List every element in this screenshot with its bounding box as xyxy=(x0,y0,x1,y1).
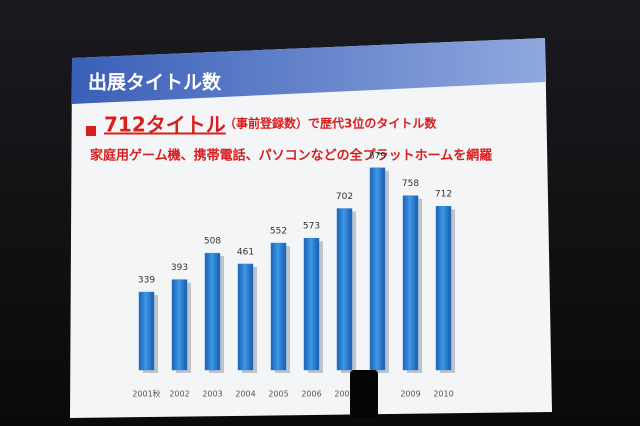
subtitle: 家庭用ゲーム機、携帯電話、パソコンなどの全プラットホームを網羅 xyxy=(90,148,492,164)
value-label: 339 xyxy=(138,276,155,286)
x-tick-label: 2001秋 xyxy=(132,389,160,399)
value-label: 712 xyxy=(435,190,452,200)
headline: 712タイトル xyxy=(104,113,226,137)
value-label: 552 xyxy=(270,227,287,237)
bar xyxy=(270,242,287,371)
bullet xyxy=(86,126,96,136)
bar xyxy=(336,208,353,371)
value-label: 393 xyxy=(171,263,188,273)
bar xyxy=(435,205,452,371)
bar xyxy=(204,252,221,371)
bar xyxy=(402,195,419,371)
x-tick-label: 2005 xyxy=(268,390,288,399)
slide-header xyxy=(72,38,545,104)
camera-silhouette xyxy=(350,370,378,418)
chart-title: 出展タイトル数 xyxy=(88,71,222,94)
value-label: 573 xyxy=(303,222,320,232)
bar xyxy=(303,237,320,371)
bar xyxy=(171,279,188,371)
bar xyxy=(369,167,386,371)
x-tick-label: 2006 xyxy=(301,390,321,399)
bar xyxy=(138,291,155,371)
value-label: 758 xyxy=(402,179,419,189)
value-label: 702 xyxy=(336,192,353,202)
bar xyxy=(237,263,254,371)
x-tick-label: 2009 xyxy=(400,390,420,399)
value-label: 461 xyxy=(237,247,254,257)
x-tick-label: 2002 xyxy=(169,390,189,399)
plot-area: 2001秋 339 2002 393 2003 508 2004 461 2005 552 2006… xyxy=(132,151,455,399)
x-tick-label: 2010 xyxy=(433,390,453,399)
value-label: 508 xyxy=(204,237,221,247)
x-tick-label: 2007 xyxy=(334,390,354,399)
value-label: 879 xyxy=(369,151,386,161)
headline-note: （事前登録数）で歴代3位のタイトル数 xyxy=(224,116,437,131)
x-tick-label: 2004 xyxy=(235,390,255,399)
x-tick-label: 2003 xyxy=(202,390,222,399)
